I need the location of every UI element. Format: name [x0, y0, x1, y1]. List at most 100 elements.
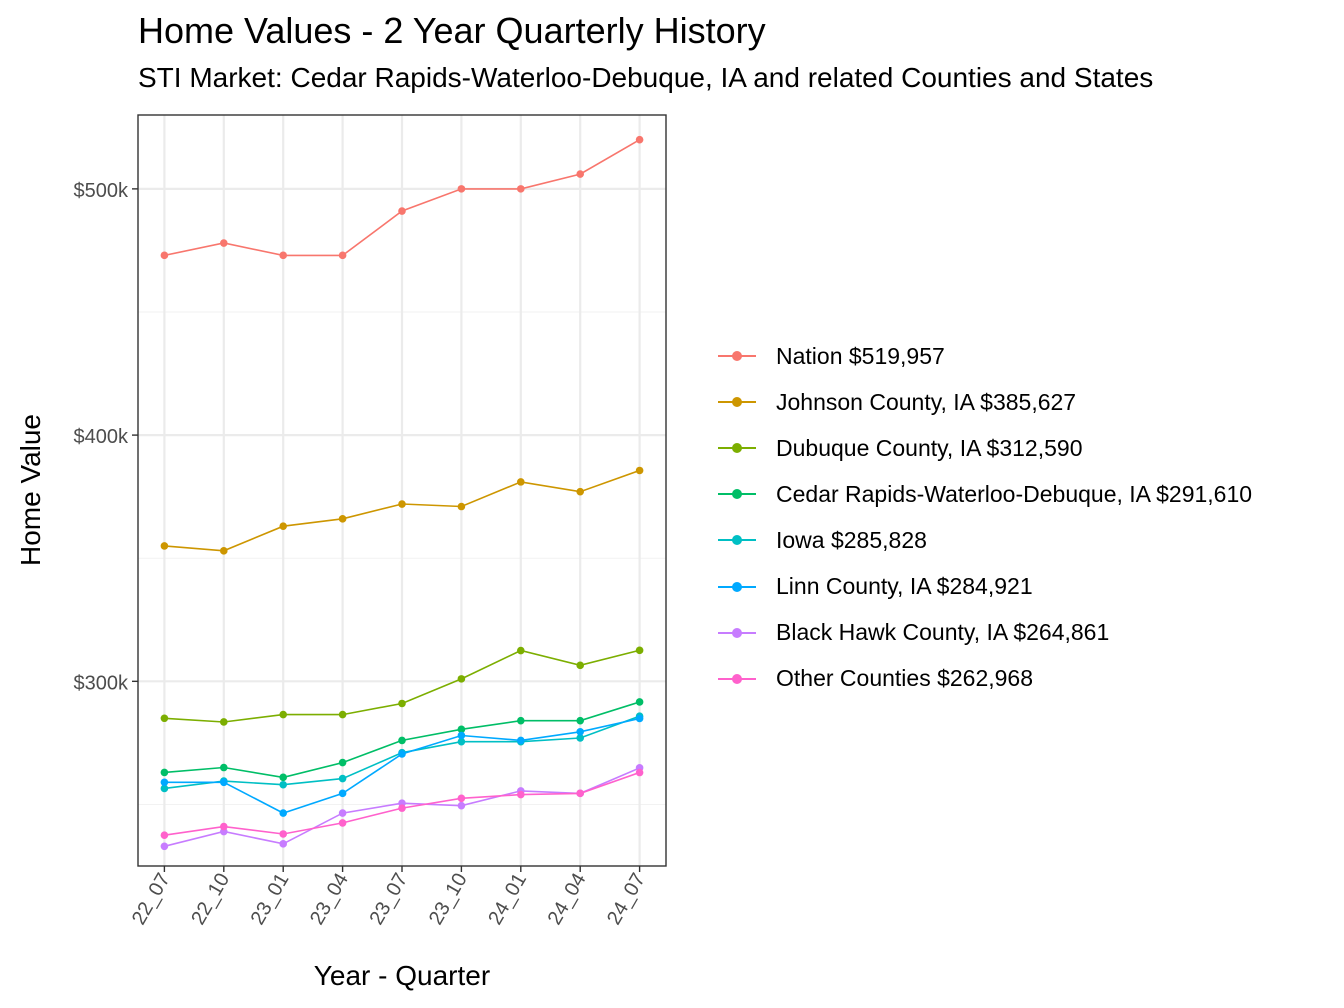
- data-point: [338, 758, 347, 767]
- legend-key: [716, 346, 758, 366]
- legend-key: [716, 669, 758, 689]
- legend-key: [716, 530, 758, 550]
- data-point: [279, 780, 288, 789]
- data-point: [398, 804, 406, 812]
- data-point: [517, 185, 525, 193]
- data-point: [279, 773, 288, 782]
- data-point: [398, 736, 406, 745]
- x-tick-label: 23_10: [425, 870, 472, 929]
- data-point: [338, 251, 347, 260]
- legend-key: [716, 484, 758, 504]
- data-point: [279, 830, 288, 838]
- data-point: [160, 831, 169, 840]
- series-lines: [160, 135, 644, 851]
- data-point: [517, 646, 525, 655]
- chart-subtitle: STI Market: Cedar Rapids-Waterloo-Debuqu…: [138, 62, 1154, 93]
- data-point: [220, 239, 228, 247]
- data-point: [160, 714, 169, 723]
- data-point: [398, 699, 406, 708]
- data-point: [457, 731, 466, 740]
- legend-key: [716, 392, 758, 412]
- legend: Nation $519,957 Johnson County, IA $385,6…: [716, 333, 1252, 702]
- data-point: [635, 714, 644, 723]
- legend-item: Iowa $285,828: [716, 517, 1252, 563]
- data-point: [279, 710, 288, 719]
- x-tick-label: 23_04: [306, 870, 353, 929]
- data-point: [220, 718, 228, 726]
- x-tick-label: 22_07: [128, 870, 175, 929]
- data-point: [160, 842, 169, 851]
- data-point: [457, 502, 466, 511]
- data-point: [576, 789, 584, 798]
- data-point: [338, 515, 347, 523]
- grid-lines: [138, 115, 666, 866]
- data-point: [220, 763, 228, 772]
- data-point: [635, 135, 644, 144]
- data-point: [635, 698, 644, 706]
- x-tick-label: 23_07: [365, 870, 412, 929]
- data-point: [160, 778, 169, 787]
- data-point: [398, 750, 406, 758]
- legend-label: Dubuque County, IA $312,590: [776, 434, 1083, 461]
- data-point: [517, 736, 525, 745]
- data-point: [338, 819, 347, 827]
- data-point: [338, 774, 347, 783]
- legend-label: Cedar Rapids-Waterloo-Debuque, IA $291,6…: [776, 480, 1253, 507]
- x-tick-label: 24_04: [544, 870, 591, 929]
- data-point: [279, 522, 288, 531]
- data-point: [220, 547, 228, 555]
- data-point: [398, 207, 406, 215]
- legend-label: Nation $519,957: [776, 342, 945, 369]
- data-point: [160, 768, 169, 777]
- chart-title: Home Values - 2 Year Quarterly History: [138, 10, 766, 51]
- legend-label: Linn County, IA $284,921: [776, 573, 1033, 600]
- y-tick-label: $500k: [74, 180, 129, 202]
- legend-item: Cedar Rapids-Waterloo-Debuque, IA $291,6…: [716, 471, 1252, 517]
- data-point: [457, 675, 466, 683]
- legend-item: Dubuque County, IA $312,590: [716, 425, 1252, 471]
- data-point: [457, 794, 466, 803]
- data-point: [457, 725, 466, 734]
- data-point: [279, 809, 288, 817]
- data-point: [220, 778, 228, 787]
- data-point: [576, 716, 584, 725]
- legend-item: Linn County, IA $284,921: [716, 563, 1252, 609]
- data-point: [279, 251, 288, 260]
- data-point: [160, 251, 169, 260]
- data-point: [457, 737, 466, 746]
- data-point: [635, 646, 644, 655]
- y-axis-title: Home Value: [15, 414, 46, 566]
- data-point: [160, 542, 169, 550]
- legend-label: Other Counties $262,968: [776, 665, 1034, 692]
- data-point: [338, 789, 347, 798]
- data-point: [457, 185, 466, 193]
- data-point: [457, 801, 466, 810]
- data-point: [635, 768, 644, 777]
- data-point: [517, 716, 525, 725]
- y-tick-label: $400k: [74, 426, 129, 448]
- legend-label: Iowa $285,828: [776, 526, 927, 553]
- legend-key: [716, 623, 758, 643]
- legend-key: [716, 577, 758, 597]
- x-tick-label: 22_10: [187, 870, 234, 929]
- data-point: [338, 809, 347, 817]
- legend-item: Other Counties $262,968: [716, 656, 1252, 702]
- data-point: [576, 170, 584, 178]
- data-point: [576, 728, 584, 736]
- legend-item: Black Hawk County, IA $264,861: [716, 610, 1252, 656]
- data-point: [576, 734, 584, 742]
- x-tick-label: 23_01: [247, 870, 294, 929]
- data-point: [576, 661, 584, 670]
- data-point: [576, 487, 584, 496]
- axes: $300k $400k $500k 22_07 22_10 23_01 23_04 23_07…: [74, 180, 650, 929]
- x-axis-title: Year - Quarter: [314, 960, 490, 991]
- data-point: [517, 790, 525, 799]
- legend-key: [716, 438, 758, 458]
- data-point: [635, 466, 644, 475]
- data-point: [279, 840, 288, 848]
- x-tick-label: 24_01: [484, 870, 531, 929]
- x-tick-label: 24_07: [603, 870, 650, 929]
- y-tick-label: $300k: [74, 672, 129, 694]
- data-point: [338, 710, 347, 719]
